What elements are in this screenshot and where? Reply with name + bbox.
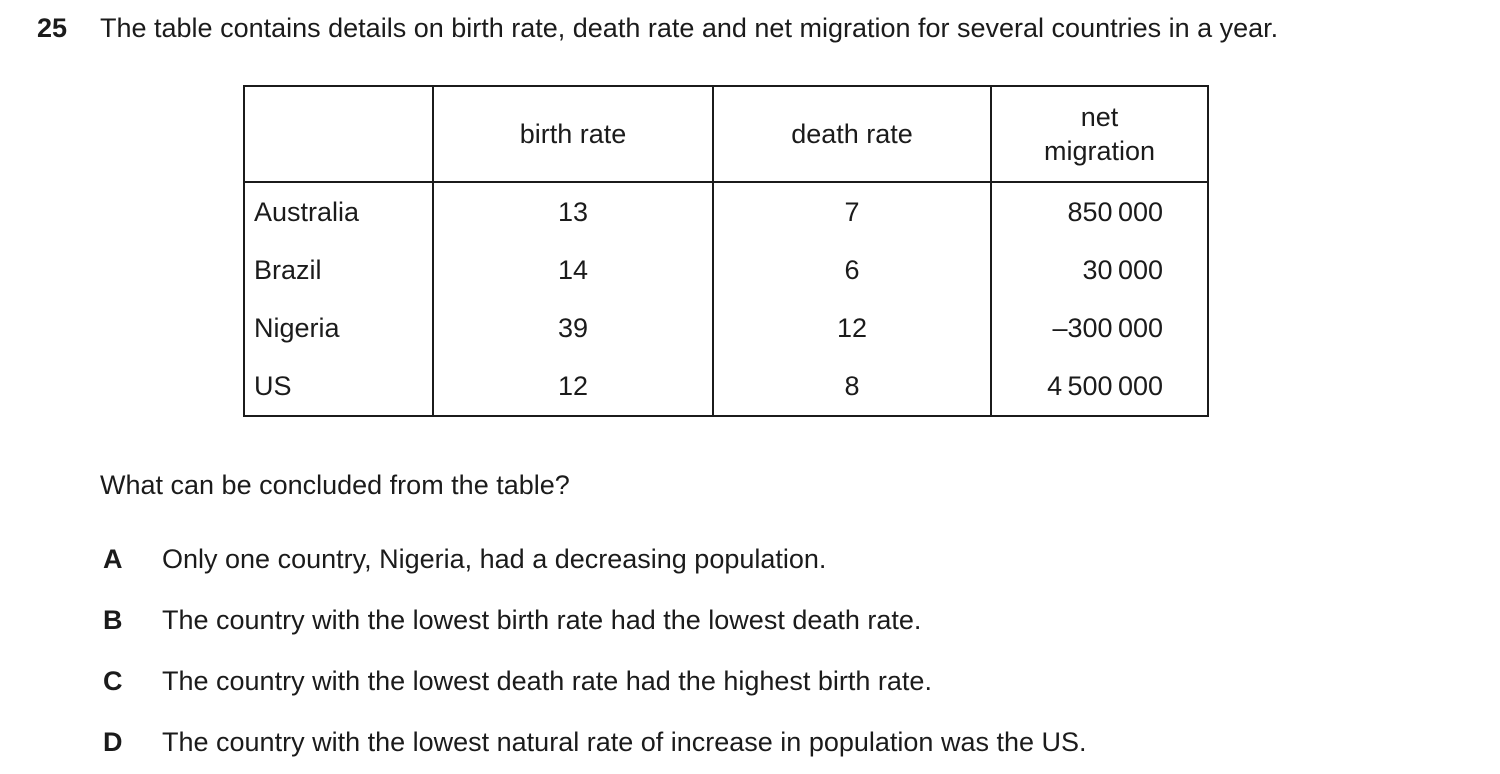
option-d: D The country with the lowest natural ra…	[103, 725, 1087, 759]
table-header-cell-death-rate: death rate	[712, 87, 990, 183]
table-cell-net-migration: –300 000	[990, 299, 1207, 357]
header-label: death rate	[791, 119, 913, 149]
table-cell-net-migration: 850 000	[990, 183, 1207, 241]
options-list: A Only one country, Nigeria, had a decre…	[103, 542, 1087, 759]
option-text: The country with the lowest birth rate h…	[162, 605, 922, 635]
table-cell-net-migration: 4 500 000	[990, 357, 1207, 415]
question-number: 25	[37, 13, 68, 43]
header-label: net migration	[1043, 102, 1156, 166]
table-cell-death-rate: 8	[712, 357, 990, 415]
option-letter: B	[103, 605, 123, 635]
table-header-cell-net-migration: net migration	[990, 87, 1207, 183]
option-text: The country with the lowest death rate h…	[162, 666, 932, 696]
option-a: A Only one country, Nigeria, had a decre…	[103, 542, 1087, 576]
table-cell-country: US	[254, 371, 292, 401]
table-header-cell-birth-rate: birth rate	[432, 87, 712, 183]
table-cell-country: Australia	[254, 197, 360, 227]
table-cell-birth-rate: 39	[432, 299, 712, 357]
option-text: Only one country, Nigeria, had a decreas…	[162, 544, 827, 574]
table-header-cell-blank	[245, 87, 432, 183]
option-letter: A	[103, 544, 123, 574]
option-b: B The country with the lowest birth rate…	[103, 603, 1087, 637]
table-cell-death-rate: 7	[712, 183, 990, 241]
option-letter: D	[103, 727, 123, 757]
option-letter: C	[103, 666, 123, 696]
table-cell-birth-rate: 14	[432, 241, 712, 299]
header-label: birth rate	[519, 119, 627, 149]
table-cell-birth-rate: 13	[432, 183, 712, 241]
option-c: C The country with the lowest death rate…	[103, 664, 1087, 698]
sub-question: What can be concluded from the table?	[100, 470, 570, 500]
table-cell-country: Brazil	[254, 255, 322, 285]
table-cell-country: Nigeria	[254, 313, 340, 343]
question-prompt: The table contains details on birth rate…	[100, 13, 1279, 43]
data-table: birth rate death rate net migration Aust…	[243, 85, 1209, 417]
table-cell-death-rate: 12	[712, 299, 990, 357]
table-cell-death-rate: 6	[712, 241, 990, 299]
option-text: The country with the lowest natural rate…	[162, 727, 1087, 757]
table-cell-birth-rate: 12	[432, 357, 712, 415]
question-line: 25 The table contains details on birth ra…	[37, 11, 1278, 45]
table-cell-net-migration: 30 000	[990, 241, 1207, 299]
